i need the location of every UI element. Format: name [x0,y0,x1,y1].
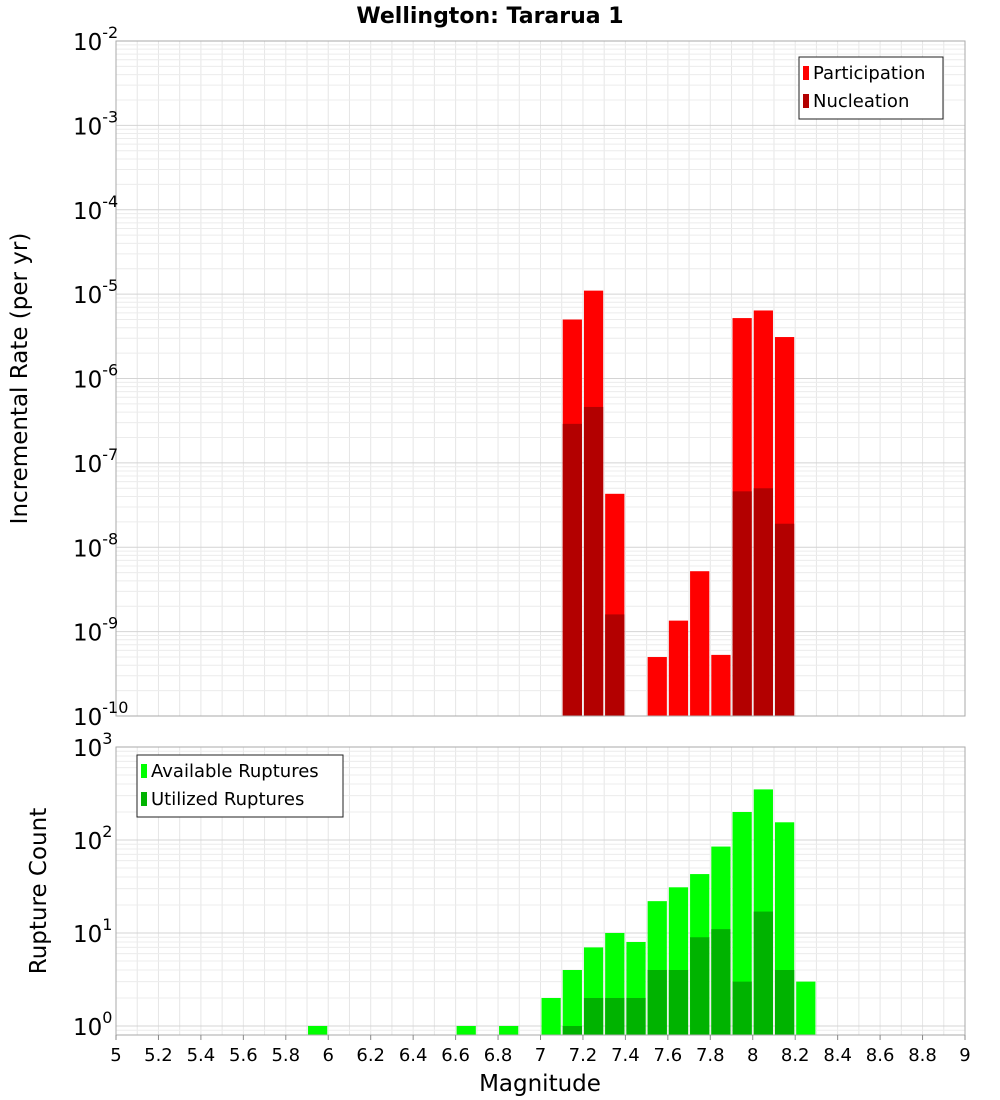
chart-title: Wellington: Tararua 1 [356,4,623,29]
rate-bar-nucleation [774,523,795,716]
count-ytick-label: 100 [73,1008,112,1041]
rate-legend-box [798,56,944,120]
count-bar-available-ruptures [796,981,816,1035]
count-bar-utilized-ruptures [774,969,795,1035]
rate-bar-participation [668,620,689,716]
count-bar-utilized-ruptures [583,997,604,1035]
count-bar-available-ruptures [541,997,561,1035]
count-bar-utilized-ruptures [690,937,710,1035]
rate-ylabel: Incremental Rate (per yr) [7,233,33,525]
xtick-label: 8.2 [781,1045,810,1066]
count-bar-utilized-ruptures [711,929,731,1035]
rate-bar-nucleation [583,406,604,716]
count-legend-swatch [141,792,147,806]
xtick-label: 7.6 [654,1045,683,1066]
count-bar-utilized-ruptures [753,911,773,1035]
xtick-label: 8.8 [908,1045,937,1066]
rate-ytick-label: 10-9 [73,614,118,647]
rate-bar-nucleation [605,614,625,716]
count-bar-available-ruptures [562,969,582,1035]
count-bar-utilized-ruptures [647,969,667,1035]
xtick-label: 9 [959,1045,970,1066]
count-legend-label: Utilized Ruptures [151,789,304,810]
rate-bar-nucleation [562,423,582,716]
count-bar-utilized-ruptures [605,997,625,1035]
count-panel: 100 101 102 103 Rupture Count Available Ruptu… [26,729,971,1097]
rate-ytick-label: 10-10 [73,698,128,731]
xtick-label: 8 [747,1045,758,1066]
rate-ytick-label: 10-3 [73,107,118,140]
xtick-label: 7.4 [611,1045,640,1066]
count-bar-available-ruptures [732,812,752,1035]
xtick-label: 8.6 [866,1045,895,1066]
count-bar-utilized-ruptures [732,981,752,1035]
xaxis-label: Magnitude [479,1071,601,1097]
count-bar-utilized-ruptures [562,1025,582,1035]
rate-legend-label: Nucleation [813,91,909,112]
count-ytick-label: 101 [73,915,112,948]
count-legend-swatch [141,764,147,778]
count-ytick-label: 102 [73,822,112,855]
rate-legend-swatch [803,66,809,80]
xtick-label: 6 [323,1045,334,1066]
xtick-label: 7 [535,1045,546,1066]
xtick-label: 5.6 [229,1045,258,1066]
rate-legend-swatch [803,94,809,108]
rate-bar-nucleation [732,491,752,716]
xtick-label: 5.8 [271,1045,300,1066]
rate-ytick-label: 10-5 [73,276,118,309]
count-ylabel: Rupture Count [26,808,52,974]
xtick-label: 6.2 [356,1045,385,1066]
rate-ytick-label: 10-4 [73,192,118,225]
rate-bar-participation [711,654,731,716]
xtick-label: 6.4 [399,1045,428,1066]
xtick-label: 6.6 [441,1045,470,1066]
rate-panel: 10-10 10-9 10-8 10-7 10-6 10-5 10-4 10-3 10-2 Inc… [7,4,966,731]
xtick-label: 5 [110,1045,121,1066]
xtick-label: 8.4 [823,1045,852,1066]
rate-ytick-label: 10-7 [73,445,118,478]
count-bar-available-ruptures [308,1025,328,1035]
xtick-label: 7.8 [696,1045,725,1066]
xtick-label: 6.8 [484,1045,513,1066]
xtick-label: 7.2 [569,1045,598,1066]
rate-bar-participation [690,571,710,716]
count-bar-utilized-ruptures [626,997,646,1035]
count-bar-available-ruptures [456,1025,476,1035]
rate-ytick-label: 10-6 [73,361,118,394]
xtick-label: 5.2 [144,1045,173,1066]
rate-bar-participation [647,657,667,716]
count-bar-available-ruptures [499,1025,519,1035]
rate-plot-frame [115,40,966,717]
count-bar-utilized-ruptures [668,969,689,1035]
rate-ytick-label: 10-2 [73,23,118,56]
xtick-label: 5.4 [187,1045,216,1066]
count-ytick-label: 103 [73,729,112,762]
rate-legend-label: Participation [813,63,925,84]
rate-ytick-label: 10-8 [73,529,118,562]
count-legend-label: Available Ruptures [151,761,319,782]
rate-bar-nucleation [753,488,773,716]
count-legend-box [136,754,344,818]
